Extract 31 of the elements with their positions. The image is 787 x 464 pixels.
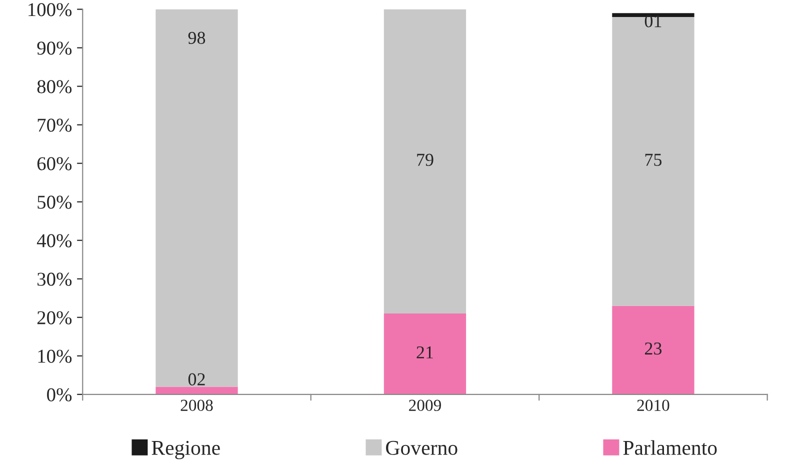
- y-tick-label: 10%: [38, 350, 72, 363]
- y-tick-label: 0%: [47, 388, 72, 402]
- bar: [384, 9, 466, 314]
- data-label: 79: [417, 154, 434, 166]
- bar: [156, 9, 238, 387]
- y-tick-label: 70%: [38, 118, 72, 132]
- bar: [384, 314, 466, 394]
- legend-label: Regione: [152, 440, 220, 460]
- y-tick-label: 20%: [37, 311, 72, 324]
- data-label: 75: [645, 154, 662, 166]
- x-tick-label: 2008: [180, 400, 213, 411]
- data-label: 98: [188, 32, 206, 44]
- y-tick-label: 90%: [37, 42, 72, 55]
- legend-label: Governo: [386, 440, 458, 455]
- x-tick-label: 2010: [637, 400, 670, 411]
- data-label: 02: [188, 373, 205, 386]
- y-tick-label: 80%: [37, 80, 72, 94]
- y-tick-label: 40%: [36, 234, 72, 248]
- bar: [156, 386, 238, 394]
- y-tick-label: 100%: [28, 3, 72, 16]
- data-label: 01: [644, 15, 662, 28]
- bar: [612, 13, 694, 17]
- data-label: 23: [644, 342, 662, 355]
- y-tick-label: 30%: [38, 272, 72, 286]
- bar: [612, 16, 694, 306]
- y-tick-label: 60%: [37, 157, 72, 170]
- x-tick-label: 2009: [409, 400, 441, 411]
- bar: [612, 306, 694, 394]
- data-label: 21: [416, 346, 433, 358]
- y-tick-label: 50%: [38, 196, 72, 209]
- legend-label: Parlamento: [623, 440, 717, 455]
